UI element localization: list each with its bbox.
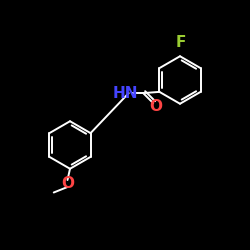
- Text: F: F: [176, 35, 186, 50]
- Text: O: O: [149, 99, 162, 114]
- Text: O: O: [61, 176, 74, 191]
- Text: HN: HN: [113, 86, 138, 100]
